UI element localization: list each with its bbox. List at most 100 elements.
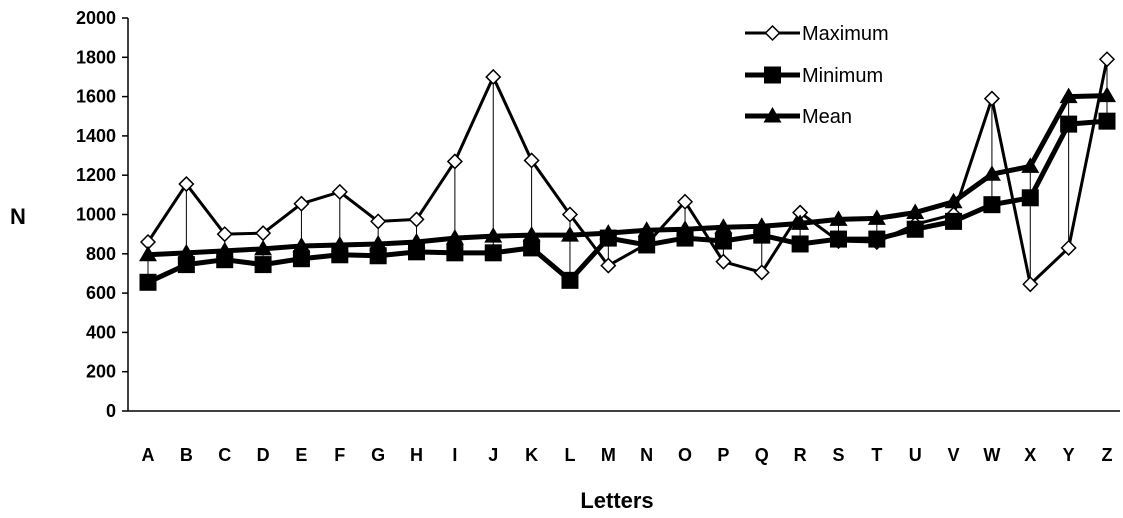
maximum-point [676, 193, 694, 210]
x-tick-label: O [678, 445, 692, 465]
x-axis-title: Letters [580, 488, 653, 513]
x-tick-label: Y [1063, 445, 1075, 465]
mean-point [177, 243, 196, 260]
y-tick-label: 800 [86, 244, 116, 264]
axes: 0 200 400 600 800 1000 1200 1400 1600 1800 2000 A B C… [76, 8, 1120, 465]
x-tick-label: Q [755, 445, 769, 465]
minimum-point [177, 256, 195, 274]
minimum-point [868, 230, 886, 248]
y-tick-label: 600 [86, 283, 116, 303]
mean-point [445, 229, 464, 245]
maximum-point [331, 183, 348, 200]
maximum-point [408, 211, 425, 228]
x-tick-label: H [410, 445, 423, 465]
legend-item-minimum: Minimum [745, 65, 883, 87]
mean-point [1021, 157, 1040, 173]
minimum-point [484, 244, 502, 262]
x-tick-label: I [452, 445, 457, 465]
minimum-point [1098, 112, 1116, 130]
legend-maximum-swatch-marker [764, 24, 781, 42]
x-tick-label: B [180, 445, 193, 465]
maximum-point [293, 195, 310, 212]
x-tick-label: M [601, 445, 616, 465]
x-tick-label: J [488, 445, 498, 465]
mean-point [829, 210, 848, 226]
y-tick-label: 1200 [76, 165, 116, 185]
y-tick-label: 200 [86, 362, 116, 382]
mean-point [560, 226, 579, 242]
mean-point [599, 224, 618, 240]
mean-point [1098, 86, 1116, 103]
mean-point [714, 218, 733, 234]
x-tick-label: P [717, 445, 729, 465]
maximum-point [600, 257, 617, 274]
maximum-point [446, 153, 463, 170]
minimum-point [523, 239, 541, 257]
maximum-point [370, 213, 387, 230]
minimum-point [1021, 189, 1039, 207]
x-tick-label: F [334, 445, 345, 465]
y-tick-label: 1400 [76, 126, 116, 146]
x-tick-label: A [142, 445, 155, 465]
y-tick-label: 1800 [76, 47, 116, 67]
series-mean [139, 86, 1116, 262]
y-axis-title: N [10, 204, 26, 229]
x-tick-label: C [218, 445, 231, 465]
mean-point [1059, 87, 1078, 104]
minimum-point [369, 247, 387, 265]
x-tick-label: D [257, 445, 270, 465]
legend: Maximum Minimum Mean [745, 23, 889, 128]
mean-point [982, 165, 1001, 181]
x-tick-label: X [1024, 445, 1036, 465]
series-maximum [139, 51, 1116, 293]
minimum-point [829, 230, 847, 248]
minimum-point [254, 256, 272, 274]
y-tick-label: 1000 [76, 205, 116, 225]
legend-minimum-label: Minimum [802, 65, 883, 87]
maximum-point [216, 226, 233, 243]
x-tick-label: W [983, 445, 1000, 465]
mean-point [637, 221, 656, 237]
mean-point [254, 239, 273, 256]
mean-point [906, 203, 925, 220]
x-tick-label: T [871, 445, 882, 465]
y-tick-label: 400 [86, 322, 116, 342]
mean-point [292, 236, 311, 253]
x-tick-label: S [832, 445, 844, 465]
minimum-point [714, 232, 732, 250]
x-tick-label: N [640, 445, 653, 465]
mean-point [215, 241, 234, 258]
mean-point [330, 235, 349, 252]
legend-minimum-swatch-marker [764, 66, 781, 84]
mean-point [752, 217, 771, 233]
mean-point [139, 245, 157, 262]
minimum-point [446, 244, 464, 262]
high-low-lines [147, 59, 1108, 285]
mean-point [791, 214, 810, 230]
minimum-point [983, 196, 1001, 214]
minimum-point [791, 235, 809, 253]
legend-mean-label: Mean [802, 106, 852, 128]
x-tick-label: G [371, 445, 385, 465]
maximum-point [485, 68, 502, 86]
mean-point [944, 192, 963, 209]
minimum-point [292, 250, 310, 268]
legend-maximum-label: Maximum [802, 23, 889, 45]
mean-line [147, 93, 1108, 258]
x-tick-label: U [909, 445, 922, 465]
maximum-point [561, 206, 579, 223]
mean-point [676, 220, 695, 236]
x-tick-label: R [794, 445, 807, 465]
y-tick-label: 2000 [76, 8, 116, 28]
maximum-point [178, 175, 195, 193]
minimum-point [638, 236, 656, 254]
maximum-point [983, 90, 1000, 107]
legend-mean-swatch-marker [763, 107, 782, 123]
x-tick-label: Z [1102, 445, 1113, 465]
legend-item-maximum: Maximum [745, 23, 889, 45]
maximum-line [146, 58, 1109, 286]
maximum-point [1022, 276, 1039, 293]
x-tick-label: V [948, 445, 960, 465]
